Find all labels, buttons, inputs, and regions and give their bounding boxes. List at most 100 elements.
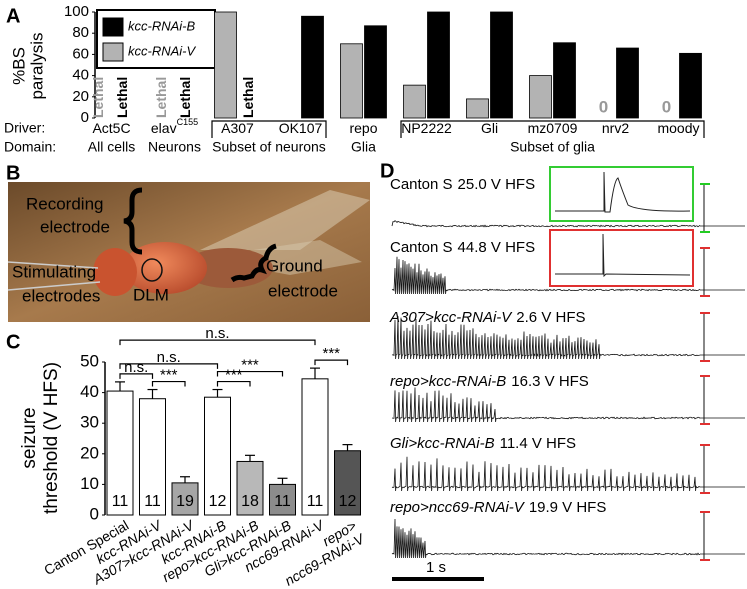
- legend-swatch: [102, 42, 124, 62]
- bar: [403, 84, 426, 119]
- y-axis-label: paralysis: [27, 32, 46, 99]
- brace: [123, 187, 143, 255]
- y-tick-label: 50: [80, 351, 99, 370]
- stim-electrode: [7, 261, 99, 269]
- y-tick-label: 0: [90, 504, 99, 523]
- panel-label: C: [6, 331, 20, 353]
- panel-label: B: [6, 162, 20, 184]
- stimulating-label: Stimulating: [12, 262, 96, 281]
- n-label: 11: [112, 493, 129, 510]
- y-tick-label: 30: [80, 413, 99, 432]
- trace-label: Canton S 25.0 V HFS: [390, 176, 535, 193]
- trace-condition: 11.4 V HFS: [500, 435, 576, 452]
- trace-condition: 44.8 V HFS: [458, 239, 536, 256]
- value-label: 0: [662, 97, 671, 116]
- bar: [139, 398, 166, 516]
- domain-label: Glia: [351, 139, 376, 155]
- driver-name: moody: [657, 120, 699, 136]
- trace: [391, 220, 701, 228]
- n-label: 11: [274, 493, 291, 510]
- y-tick-label: 20: [72, 88, 89, 105]
- trace: [391, 387, 701, 423]
- bar: [679, 52, 702, 119]
- driver-label: moody: [657, 120, 699, 136]
- panel-label: D: [380, 160, 394, 182]
- value-label: 0: [599, 97, 608, 116]
- stimulating-label: electrodes: [22, 286, 100, 305]
- bar: [427, 11, 450, 119]
- n-label: 19: [176, 493, 194, 510]
- domain-bracket: [400, 120, 705, 138]
- ground-label: Ground: [266, 256, 323, 275]
- driver-name: Gli: [481, 120, 498, 136]
- n-label: 12: [339, 493, 357, 510]
- trace-genotype: Canton S: [390, 239, 453, 256]
- row-label: Domain:: [4, 139, 56, 155]
- significance-label: ***: [322, 345, 340, 362]
- trace-label: A307>kcc-RNAi-V 2.6 V HFS: [389, 309, 586, 326]
- bar: [466, 98, 489, 119]
- significance-label: ***: [241, 357, 259, 374]
- bar: [301, 378, 329, 516]
- y-tick-label: 60: [72, 45, 89, 62]
- y-tick-label: 40: [72, 67, 89, 84]
- y-tick-label: 10: [80, 474, 99, 493]
- scale-bar-label: 1 s: [426, 559, 446, 576]
- significance-label: n.s.: [157, 349, 181, 366]
- significance-label: ***: [225, 367, 243, 384]
- trace-genotype: repo>kcc-RNAi-B: [390, 373, 506, 390]
- significance-label: n.s.: [205, 325, 229, 342]
- domain-label: All cells: [88, 139, 135, 155]
- driver-name: Act5C: [92, 120, 130, 136]
- trace: [391, 456, 701, 492]
- trace-genotype: A307>kcc-RNAi-V: [389, 309, 513, 326]
- trace-condition: 2.6 V HFS: [516, 309, 585, 326]
- value-label: Lethal: [177, 77, 193, 118]
- domain-label: Neurons: [148, 139, 201, 155]
- head: [93, 248, 137, 296]
- thorax: [123, 242, 207, 294]
- driver-name: NP2222: [401, 120, 452, 136]
- bar: [490, 11, 513, 119]
- trace-condition: 16.3 V HFS: [511, 373, 589, 390]
- legend-swatch: [102, 17, 124, 37]
- fly-photo: Recording electrode Stimulating electrod…: [7, 182, 370, 322]
- inset-trace: [555, 171, 691, 213]
- recording-label: electrode: [40, 217, 110, 236]
- trace-label: Gli>kcc-RNAi-B 11.4 V HFS: [390, 435, 576, 452]
- bar: [171, 482, 199, 516]
- driver-name: repo: [349, 120, 377, 136]
- driver-label: A307: [221, 120, 254, 136]
- driver-name: nrv2: [602, 120, 629, 136]
- y-axis-label: seizure: [19, 407, 40, 468]
- bar: [301, 15, 324, 119]
- trace-condition: 19.9 V HFS: [529, 499, 607, 516]
- bar: [340, 43, 363, 119]
- wing: [200, 190, 370, 250]
- significance-bracket: [119, 339, 316, 346]
- significance-bracket: [119, 363, 219, 369]
- domain-label: Subset of neurons: [212, 139, 326, 155]
- trace: [391, 518, 701, 559]
- significance-bracket: [216, 380, 251, 387]
- bar: [553, 42, 576, 119]
- legend-label: kcc-RNAi-V: [128, 43, 196, 58]
- bar: [364, 25, 387, 119]
- dlm-circle: [141, 258, 163, 282]
- value-label: Lethal: [114, 77, 130, 118]
- y-tick-label: 20: [80, 443, 99, 462]
- y-tick-label: 0: [81, 109, 89, 126]
- dlm-label: DLM: [133, 285, 169, 304]
- driver-label: Gli: [481, 120, 498, 136]
- bar: [236, 460, 264, 516]
- y-axis-label: threshold (V HFS): [41, 362, 62, 514]
- bar: [269, 483, 296, 516]
- value-label: Lethal: [90, 77, 106, 118]
- n-label: 12: [209, 493, 227, 510]
- driver-name: OK107: [279, 120, 323, 136]
- domain-label: Subset of glia: [510, 139, 595, 155]
- significance-label: ***: [160, 367, 178, 384]
- trace: [391, 316, 701, 360]
- significance-bracket: [216, 370, 284, 377]
